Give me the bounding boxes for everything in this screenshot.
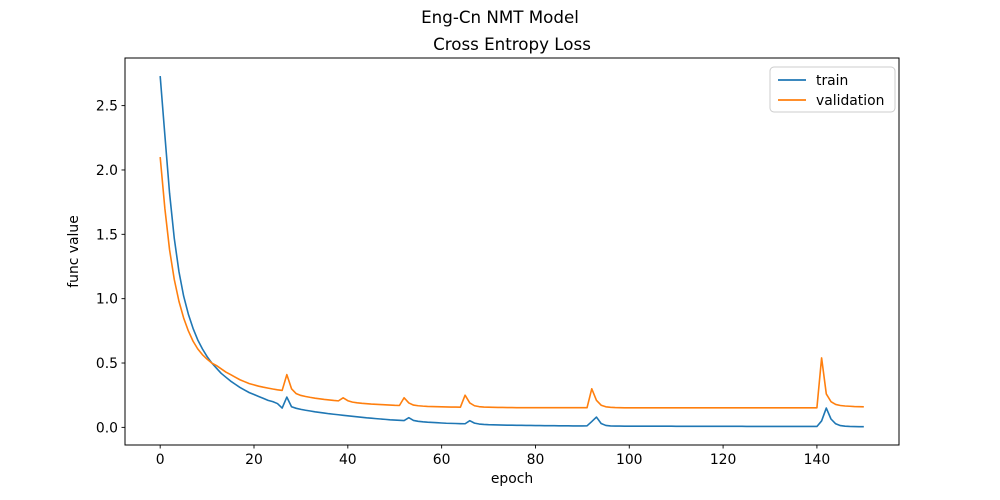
- y-tick-label: 0.5: [96, 356, 118, 372]
- axes-title: Cross Entropy Loss: [433, 34, 591, 54]
- legend-item-validation: validation: [778, 93, 884, 109]
- x-tick-label: 20: [245, 452, 263, 468]
- legend-item-train: train: [778, 73, 848, 89]
- plot-area: 0 20 40 60 80 100 120 140 0.0 0.5 1.0 1.5 2.0 2.5 trai…: [96, 66, 896, 468]
- x-tick-label: 80: [527, 452, 545, 468]
- x-tick-label: 140: [804, 452, 831, 468]
- x-tick-label: 100: [616, 452, 643, 468]
- figure-suptitle: Eng-Cn NMT Model: [421, 7, 579, 27]
- validation-line: [159, 157, 864, 409]
- train-line: [159, 75, 864, 428]
- x-tick-label: 60: [433, 452, 451, 468]
- plot-border: [124, 57, 900, 446]
- y-tick-label: 0.0: [96, 420, 118, 436]
- x-tick-label: 120: [710, 452, 737, 468]
- x-tick-label: 0: [156, 452, 165, 468]
- legend-label: validation: [816, 93, 884, 109]
- y-axis-label: func value: [66, 215, 82, 288]
- x-axis-label: epoch: [491, 471, 533, 487]
- legend-label: train: [816, 73, 848, 89]
- y-tick-label: 1.5: [96, 227, 118, 243]
- x-tick-label: 40: [339, 452, 357, 468]
- legend: train validation: [769, 66, 896, 113]
- y-tick-label: 1.0: [96, 292, 118, 308]
- y-tick-label: 2.0: [96, 163, 118, 179]
- y-tick-label: 2.5: [96, 99, 118, 115]
